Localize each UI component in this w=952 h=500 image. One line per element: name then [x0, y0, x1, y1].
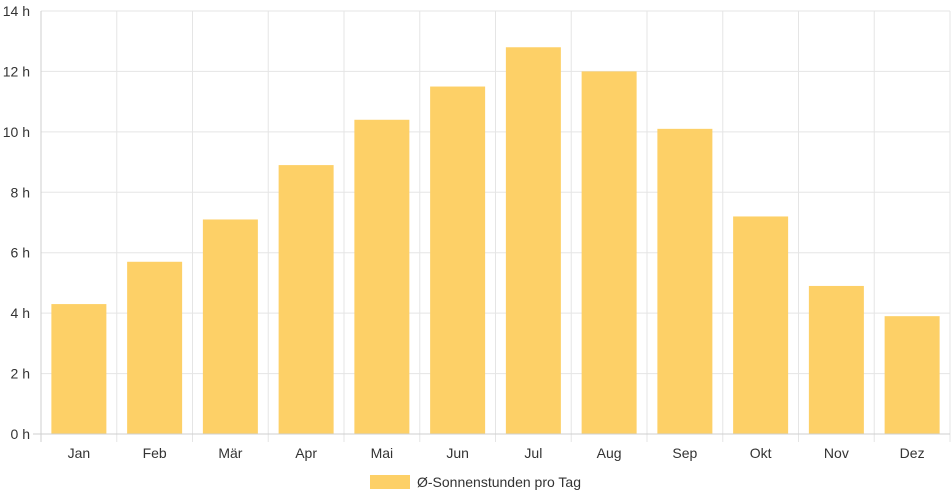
legend[interactable]: Ø-Sonnenstunden pro Tag	[370, 474, 581, 490]
y-tick-label: 0 h	[11, 426, 30, 442]
bar-2[interactable]	[202, 219, 258, 434]
bar-9[interactable]	[733, 216, 789, 434]
bar-6[interactable]	[505, 47, 561, 434]
x-tick-label: Jan	[68, 445, 91, 461]
bar-10[interactable]	[808, 285, 864, 434]
bar-3[interactable]	[278, 165, 334, 435]
x-tick-label: Nov	[824, 445, 849, 461]
y-tick-label: 10 h	[3, 124, 30, 140]
x-tick-label: Apr	[295, 445, 317, 461]
bar-0[interactable]	[51, 304, 107, 434]
bar-8[interactable]	[657, 128, 713, 435]
axes	[33, 11, 950, 442]
bars	[51, 47, 940, 435]
x-tick-label: Mär	[218, 445, 242, 461]
grid-lines	[41, 10, 951, 442]
x-tick-label: Aug	[597, 445, 622, 461]
y-tick-label: 12 h	[3, 63, 30, 79]
x-tick-label: Jun	[446, 445, 469, 461]
y-tick-labels: 0 h 2 h 4 h 6 h 8 h 10 h 12 h 14 h	[3, 3, 30, 442]
x-tick-label: Mai	[371, 445, 394, 461]
bar-5[interactable]	[430, 86, 486, 435]
x-tick-labels: Jan Feb Mär Apr Mai Jun Jul Aug Sep Okt Nov Dez	[68, 445, 925, 461]
x-tick-label: Jul	[524, 445, 542, 461]
y-tick-label: 4 h	[11, 305, 30, 321]
legend-swatch[interactable]	[370, 475, 410, 489]
y-tick-label: 6 h	[11, 245, 30, 261]
bar-7[interactable]	[581, 71, 637, 434]
y-tick-label: 8 h	[11, 184, 30, 200]
legend-label[interactable]: Ø-Sonnenstunden pro Tag	[417, 474, 581, 490]
bar-11[interactable]	[884, 316, 940, 434]
x-tick-label: Sep	[672, 445, 697, 461]
x-tick-label: Feb	[143, 445, 167, 461]
x-tick-label: Dez	[900, 445, 925, 461]
x-tick-label: Okt	[750, 445, 772, 461]
y-tick-label: 14 h	[3, 3, 30, 19]
bar-4[interactable]	[354, 119, 410, 435]
y-tick-label: 2 h	[11, 366, 30, 382]
bar-1[interactable]	[127, 261, 183, 434]
